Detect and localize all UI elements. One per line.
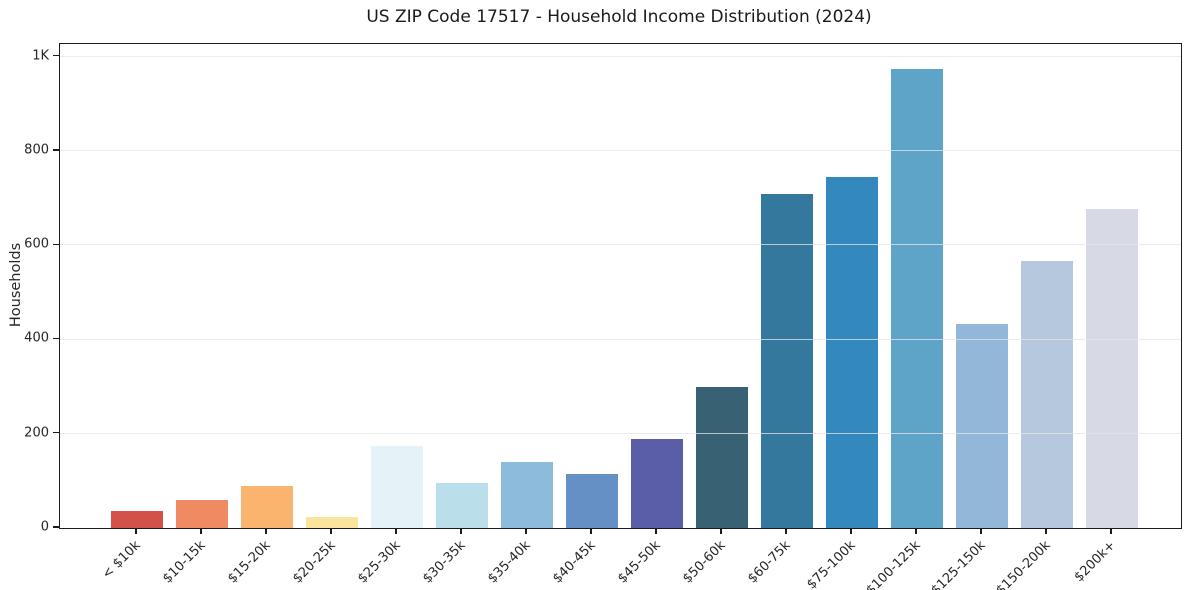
y-tick-label: 200: [24, 425, 49, 441]
gridline-400: [60, 338, 1181, 340]
y-tick-mark: [53, 526, 59, 528]
x-tick-label: $35-40k: [485, 538, 534, 587]
x-tick-label: $125-150k: [928, 538, 989, 590]
x-tick-mark: [200, 528, 202, 534]
bar-$40-45k: [566, 473, 618, 528]
x-tick-label: $15-20k: [225, 538, 274, 587]
x-tick-label: $50-60k: [680, 538, 729, 587]
x-tick-mark: [785, 528, 787, 534]
x-tick-mark: [265, 528, 267, 534]
y-tick-label: 600: [24, 236, 49, 252]
bar-$60-75k: [761, 193, 813, 528]
x-tick-mark: [915, 528, 917, 534]
x-tick-label: $60-75k: [745, 538, 794, 587]
x-tick-label: $45-50k: [615, 538, 664, 587]
y-tick-mark: [53, 337, 59, 340]
x-tick-mark: [460, 528, 462, 534]
y-tick-mark: [53, 243, 59, 245]
x-tick-label: < $10k: [99, 538, 144, 583]
x-tick-mark: [1045, 528, 1047, 534]
bar-$35-40k: [501, 462, 553, 528]
gridline-800: [60, 149, 1181, 151]
x-tick-label: $100-125k: [863, 538, 924, 590]
x-tick-mark: [525, 528, 527, 534]
bar-$50-60k: [696, 386, 748, 528]
bar-$25-30k: [371, 446, 423, 528]
x-tick-mark: [590, 528, 592, 534]
x-tick-label: $150-200k: [993, 538, 1054, 590]
y-tick-label: 1K: [32, 48, 49, 64]
x-tick-mark: [655, 528, 657, 534]
y-tick-label: 800: [24, 142, 49, 158]
y-tick-label: 400: [24, 330, 49, 346]
x-tick-label: $30-35k: [420, 538, 469, 587]
bar-$15-20k: [241, 486, 293, 528]
x-tick-label: $40-45k: [550, 538, 599, 587]
bar-$10-15k: [176, 500, 228, 528]
x-tick-mark: [1110, 528, 1112, 534]
bar-$200k+: [1086, 208, 1138, 528]
x-tick-label: $10-15k: [160, 538, 209, 587]
plot-area: [59, 43, 1182, 529]
x-tick-label: $200k+: [1071, 538, 1119, 586]
x-tick-mark: [980, 528, 982, 534]
bar-$125-150k: [956, 323, 1008, 528]
gridline-200: [60, 432, 1181, 434]
y-axis-label: Households: [8, 242, 24, 328]
x-tick-mark: [395, 528, 397, 534]
x-tick-mark: [135, 528, 137, 534]
y-tick-mark: [53, 55, 59, 57]
x-tick-mark: [850, 528, 852, 534]
y-tick-mark: [53, 149, 59, 151]
x-tick-mark: [330, 528, 332, 534]
x-tick-label: $25-30k: [355, 538, 404, 587]
bar-$30-35k: [436, 483, 488, 528]
x-tick-label: $75-100k: [804, 538, 859, 590]
bar-$100-125k: [891, 68, 943, 528]
bar-$20-25k: [306, 517, 358, 528]
y-tick-label: 0: [40, 519, 49, 535]
gridline-1000: [60, 55, 1181, 57]
bar-$45-50k: [631, 438, 683, 528]
x-tick-label: $20-25k: [290, 538, 339, 587]
y-tick-mark: [53, 432, 59, 434]
x-tick-mark: [720, 528, 722, 534]
bar-$150-200k: [1021, 260, 1073, 528]
gridline-600: [60, 244, 1181, 246]
bar-< $10k: [111, 511, 163, 528]
bar-$75-100k: [826, 176, 878, 528]
chart-title: US ZIP Code 17517 - Household Income Dis…: [366, 7, 872, 27]
